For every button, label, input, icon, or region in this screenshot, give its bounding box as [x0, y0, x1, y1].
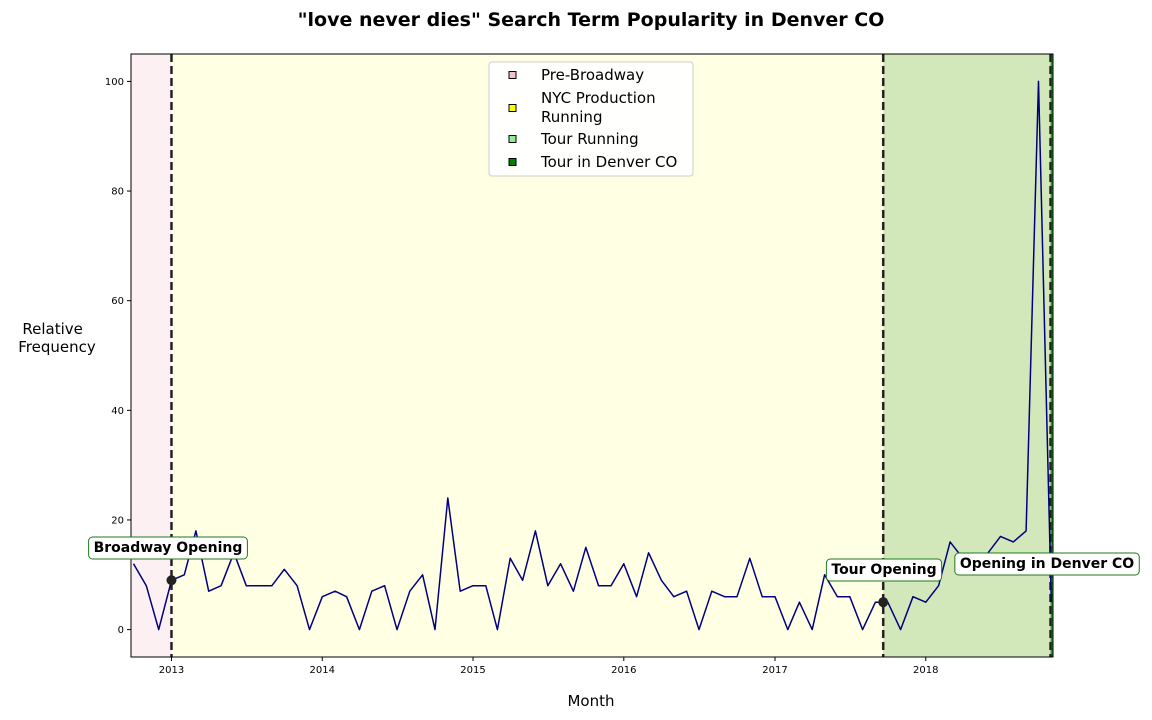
annotation-label: Broadway Opening — [94, 540, 243, 556]
legend-swatch — [508, 158, 517, 166]
marker-points — [166, 575, 889, 608]
annotation-tour-opening: Tour Opening — [825, 558, 943, 582]
y-axis-ticks: 0 20 40 60 80 100 — [105, 77, 131, 636]
y-axis-label-line-1: Relative — [22, 320, 83, 338]
y-tick-label: 40 — [111, 406, 124, 417]
annotation-box — [825, 558, 943, 582]
legend-swatch — [508, 135, 517, 143]
plot-frame — [130, 53, 1054, 658]
legend-item-nyc-production-running: NYC Production Running — [508, 89, 656, 126]
x-tick-label: 2016 — [611, 665, 636, 676]
y-tick-label: 100 — [105, 77, 124, 88]
chart-title: "love never dies" Search Term Popularity… — [298, 9, 885, 31]
y-tick-label: 60 — [111, 296, 124, 307]
annotations: Broadway Opening Tour Opening Opening in D… — [88, 536, 1140, 582]
x-tick-label: 2013 — [159, 665, 184, 676]
series-line — [132, 80, 1053, 631]
marker-point-tour-opening — [878, 597, 889, 608]
legend-label: NYC Production Running — [541, 89, 656, 126]
annotation-broadway-opening: Broadway Opening — [88, 536, 248, 560]
legend-label: Pre-Broadway — [541, 66, 644, 84]
annotation-label: Opening in Denver CO — [960, 556, 1134, 572]
y-tick-label: 0 — [118, 625, 124, 636]
legend-label: Tour Running — [540, 130, 639, 148]
legend-item-tour-in-denver-co: Tour in Denver CO — [508, 153, 677, 171]
legend-item-pre-broadway: Pre-Broadway — [508, 66, 644, 84]
x-axis-ticks: 2013 2014 2015 2016 2017 2018 — [159, 657, 938, 676]
legend-item-tour-running: Tour Running — [508, 130, 639, 148]
y-tick-label: 20 — [111, 515, 124, 526]
annotation-box — [954, 552, 1140, 576]
x-tick-label: 2014 — [310, 665, 335, 676]
x-tick-label: 2017 — [762, 665, 787, 676]
legend: Pre-Broadway NYC Production Running Tour Ru… — [488, 61, 694, 177]
annotation-opening-in-denver-co: Opening in Denver CO — [954, 552, 1140, 576]
annotation-label: Tour Opening — [831, 562, 936, 578]
legend-label: Tour in Denver CO — [540, 153, 677, 171]
x-tick-label: 2015 — [460, 665, 485, 676]
phase-band-pre-broadway — [131, 54, 172, 657]
marker-point-broadway-opening — [166, 575, 177, 586]
legend-swatch — [508, 71, 517, 79]
y-axis-label-line-2: Frequency — [18, 338, 96, 356]
annotation-box — [88, 536, 248, 560]
y-axis-label: Relative Frequency — [18, 320, 96, 356]
x-tick-label: 2018 — [913, 665, 938, 676]
legend-swatch — [508, 104, 517, 112]
legend-box — [488, 61, 694, 177]
y-tick-label: 80 — [111, 187, 124, 198]
x-axis-label: Month — [567, 692, 614, 710]
